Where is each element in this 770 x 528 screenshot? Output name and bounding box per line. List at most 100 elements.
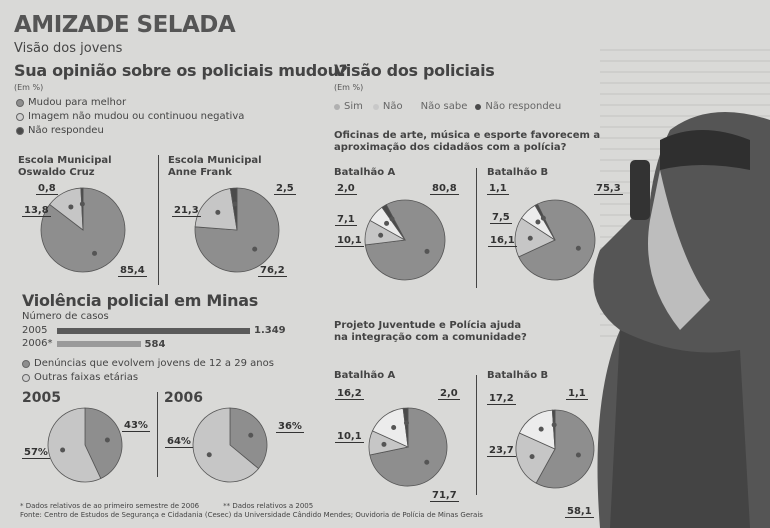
pie-slice	[40, 187, 126, 273]
page-title: AMIZADE SELADA	[14, 12, 236, 38]
pie-title: Batalhão A	[334, 370, 396, 381]
slice-label: 75,3	[594, 183, 623, 195]
slice-marker	[535, 219, 541, 225]
slice-label: 64%	[165, 436, 193, 448]
divider	[157, 392, 158, 477]
pie-title: Batalhão B	[487, 370, 549, 381]
jovens-unit: (Em %)	[14, 83, 44, 92]
slice-marker	[575, 245, 581, 251]
pie-slice	[518, 409, 556, 450]
pie-chart-batalhao-b-projeto	[515, 409, 595, 489]
policiais-legend: Sim Não Não sabe Não respondeu	[334, 101, 561, 112]
slice-label: 16,2	[335, 388, 364, 400]
legend-item: Não respondeu	[16, 125, 104, 136]
slice-marker	[424, 248, 430, 254]
pie-slice	[381, 204, 406, 241]
slice-label: 17,2	[487, 393, 516, 405]
pie-slice	[515, 432, 556, 484]
pie-title: Batalhão B	[487, 167, 549, 178]
slice-label: 76,2	[258, 265, 287, 277]
police-officer-photo	[593, 112, 770, 528]
pie-chart-2005	[47, 407, 123, 483]
legend-item: Outras faixas etárias	[22, 372, 138, 383]
slice-marker	[424, 459, 430, 465]
policiais-unit: (Em %)	[334, 83, 364, 92]
pie-chart-batalhao-a-oficinas	[364, 199, 446, 281]
slice-label: 2,0	[335, 183, 357, 195]
bar-2006	[57, 341, 141, 347]
slice-label: 2,0	[438, 388, 460, 400]
policiais-title: Visão dos policiais	[334, 61, 495, 80]
pie-slice	[80, 187, 84, 231]
pie-chart-anne-frank	[194, 187, 280, 273]
slice-marker	[540, 215, 546, 221]
slice-marker	[378, 232, 384, 238]
legend-item: Imagem não mudou ou continuou negativa	[16, 111, 244, 122]
slice-label: 10,1	[335, 431, 364, 443]
pie-slice	[194, 188, 238, 231]
slice-label: 1,1	[487, 183, 509, 195]
slice-label: 80,8	[430, 183, 459, 195]
bar-category: 2006*	[22, 338, 53, 349]
bar-value-label: 584	[144, 339, 166, 350]
pie-title: 2005	[22, 390, 61, 406]
slice-marker	[215, 209, 221, 215]
slice-marker	[538, 426, 544, 432]
slice-marker	[384, 220, 390, 226]
pie-title: Batalhão A	[334, 167, 396, 178]
slice-marker	[252, 246, 258, 252]
slice-marker	[529, 454, 535, 460]
slice-label: 43%	[122, 420, 150, 432]
bar-2005	[57, 328, 250, 334]
pie-title: Escola Municipal Oswaldo Cruz	[18, 155, 112, 178]
slice-marker	[92, 250, 98, 256]
legend-swatch-icon	[16, 98, 24, 107]
pie-chart-oswaldo-cruz	[40, 187, 126, 273]
slice-label: 57%	[22, 447, 50, 459]
legend-swatch-icon	[475, 103, 482, 110]
pie-slice	[229, 407, 268, 470]
pie-title: 2006	[164, 390, 203, 406]
legend-swatch-icon	[16, 112, 24, 121]
slice-label: 10,1	[335, 235, 364, 247]
pie-chart-2006	[192, 407, 268, 483]
slice-marker	[79, 201, 85, 207]
pie-title: Escola Municipal Anne Frank	[168, 155, 262, 178]
slice-label: 13,8	[22, 205, 51, 217]
slice-marker	[527, 235, 533, 241]
question-1: Oficinas de arte, música e esporte favor…	[334, 130, 601, 153]
slice-marker	[68, 204, 74, 210]
slice-marker	[206, 452, 212, 458]
slice-label: 58,1	[565, 506, 594, 518]
slice-marker	[232, 201, 238, 207]
legend-item: Denúncias que evolvem jovens de 12 a 29 …	[22, 358, 274, 369]
pie-slice	[402, 407, 409, 448]
legend-swatch-icon	[372, 103, 379, 110]
pie-chart-batalhao-b-oficinas	[514, 199, 596, 281]
pie-slice	[534, 203, 556, 241]
legend-swatch-icon	[22, 373, 30, 382]
slice-marker	[551, 422, 557, 428]
slice-label: 85,4	[118, 265, 147, 277]
pie-slice	[551, 409, 556, 450]
slice-marker	[60, 447, 66, 453]
bar-value-label: 1.349	[254, 325, 286, 336]
pie-slice	[535, 409, 595, 489]
slice-marker	[403, 420, 409, 426]
slice-label: 71,7	[430, 490, 459, 502]
legend-swatch-icon	[334, 103, 340, 110]
slice-label: 1,1	[566, 388, 588, 400]
slice-label: 7,5	[490, 212, 512, 224]
divider	[158, 155, 159, 285]
slice-label: 16,1	[488, 235, 517, 247]
slice-marker	[248, 432, 254, 438]
jovens-title: Sua opinião sobre os policiais mudou?	[14, 61, 348, 80]
question-2: Projeto Juventude e Polícia ajuda na int…	[334, 320, 527, 343]
pie-slice	[47, 407, 102, 483]
violencia-subtitle: Número de casos	[22, 311, 109, 322]
slice-label: 36%	[276, 421, 304, 433]
slice-label: 7,1	[335, 214, 357, 226]
violencia-title: Violência policial em Minas	[22, 291, 258, 310]
subtitle: Visão dos jovens	[14, 41, 123, 56]
slice-marker	[104, 437, 110, 443]
